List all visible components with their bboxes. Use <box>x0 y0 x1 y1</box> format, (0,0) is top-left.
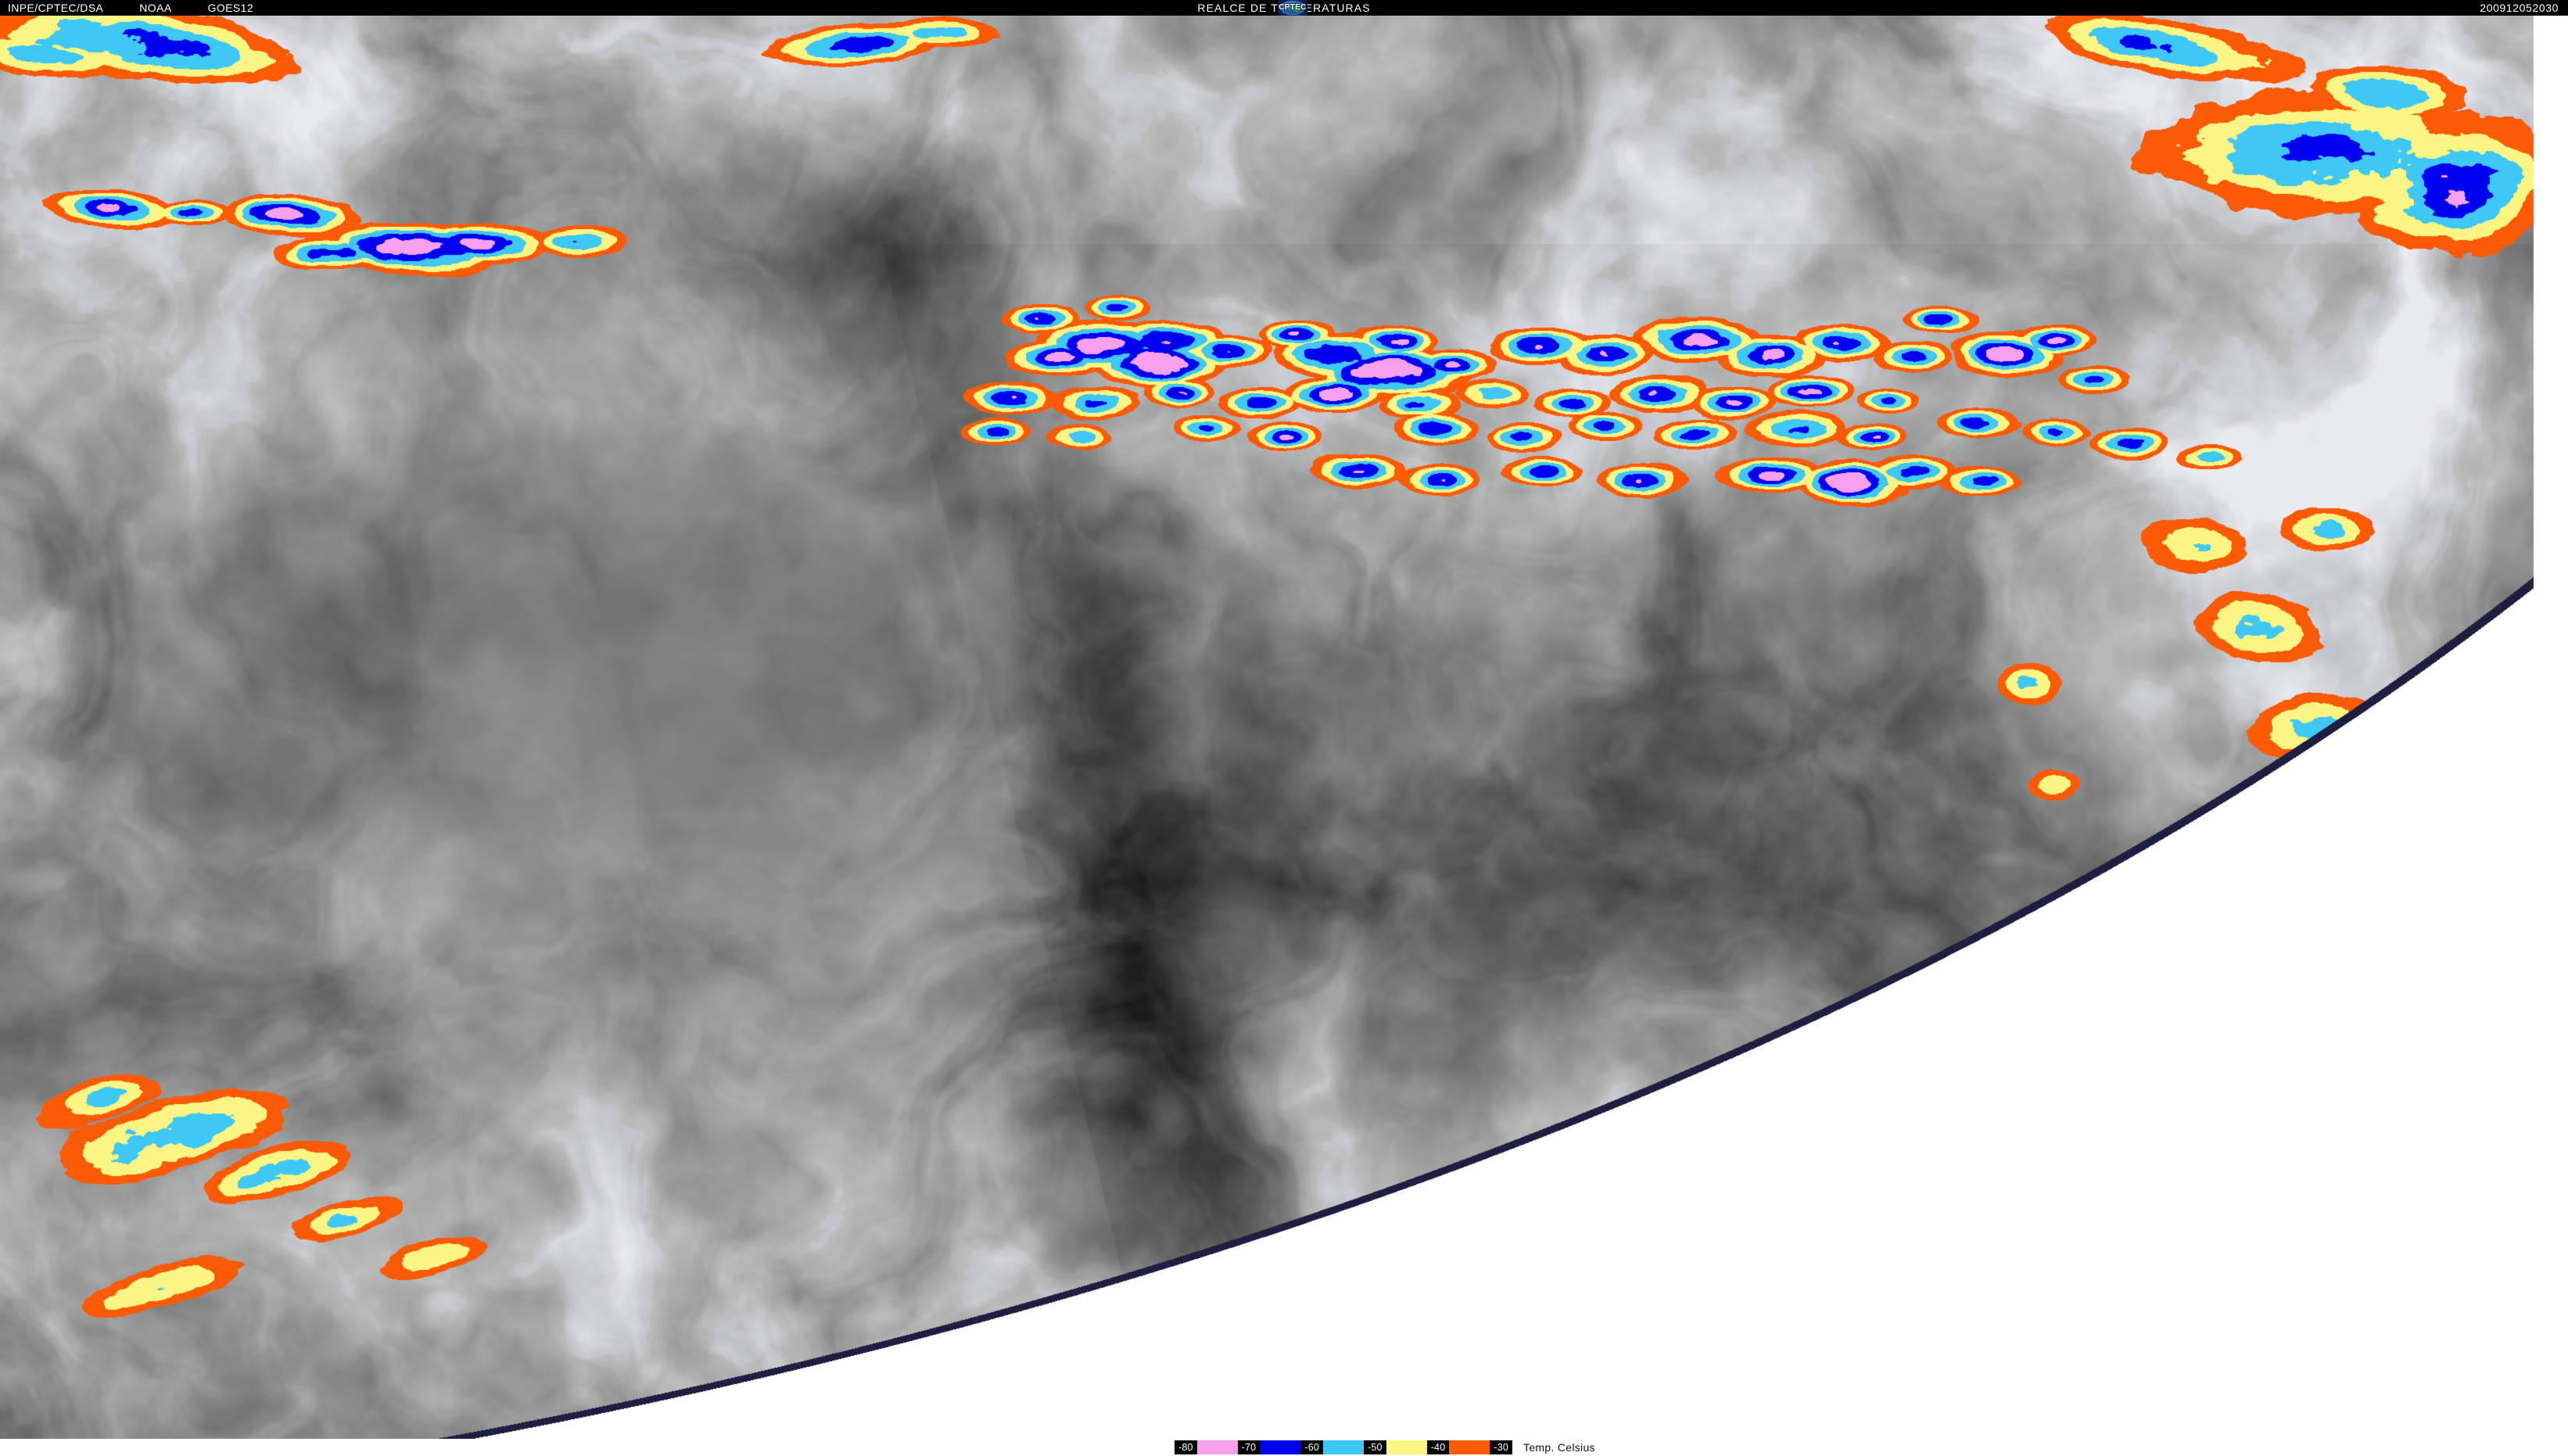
ir-enhanced-satellite-image <box>0 16 2568 1439</box>
legend-tick-minus80: -80 <box>1175 1440 1197 1454</box>
legend-tick-minus30: -30 <box>1490 1440 1513 1454</box>
satellite-label: GOES12 <box>207 2 254 14</box>
timestamp-label: 200912052030 <box>2480 2 2559 14</box>
satellite-image-area <box>0 16 2568 1439</box>
agency-label: INPE/CPTEC/DSA <box>8 2 104 14</box>
globe-landmass-shape <box>1293 5 1302 13</box>
legend-units-label: Temp. Celsius <box>1523 1441 1595 1454</box>
legend-tick-minus50: -50 <box>1364 1440 1386 1454</box>
legend-swatch-blue-70-to-60 <box>1260 1440 1301 1454</box>
legend-swatch-cyan-60-to-50 <box>1323 1440 1365 1454</box>
legend-tick-minus70: -70 <box>1237 1440 1261 1454</box>
temperature-colorbar: -80 -70 -60 -50 -40 -30 Temp. Celsius <box>1175 1440 1595 1454</box>
header-left-group: INPE/CPTEC/DSA NOAA GOES12 <box>8 0 253 16</box>
legend-strip: -80 -70 -60 -50 -40 -30 Temp. Celsius <box>0 1439 2568 1456</box>
legend-swatch-pink-80-to-70 <box>1196 1440 1238 1454</box>
legend-tick-minus60: -60 <box>1300 1440 1324 1454</box>
legend-swatch-orange-40-to-30 <box>1449 1440 1490 1454</box>
header-bar: INPE/CPTEC/DSA NOAA GOES12 REALCE DE TEM… <box>0 0 2568 16</box>
cptec-logo-text: CPTEC <box>1279 3 1307 12</box>
network-label: NOAA <box>139 2 172 14</box>
cptec-logo-icon: CPTEC <box>1278 0 1307 16</box>
legend-swatch-yellow-50-to-40 <box>1386 1440 1427 1454</box>
legend-tick-minus40: -40 <box>1426 1440 1450 1454</box>
